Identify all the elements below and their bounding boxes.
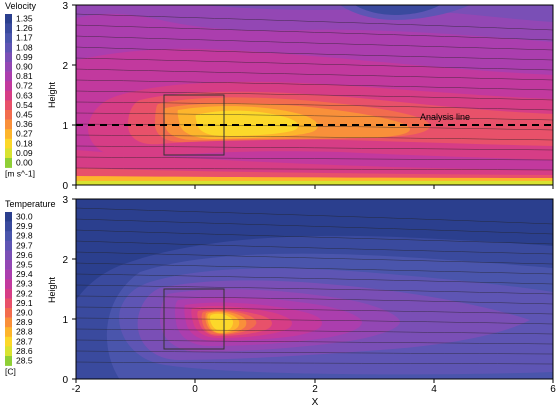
temperature-colorbar-tick: 28.5	[16, 356, 33, 366]
temperature-colorbar-swatch	[5, 231, 12, 242]
temperature-colorbar-tick: 28.7	[16, 336, 33, 346]
velocity-colorbar-tick: 1.08	[16, 42, 33, 52]
temperature-y-axis: 0 1 2 3	[62, 195, 76, 386]
velocity-colorbar-swatch	[5, 138, 12, 149]
temperature-ytick-3: 3	[62, 195, 68, 206]
temperature-colorbar-tick: 29.2	[16, 288, 33, 298]
velocity-colorbar-tick: 0.63	[16, 90, 33, 100]
velocity-y-axis: 0 1 2 3	[62, 1, 76, 192]
velocity-colorbar-swatch	[5, 100, 12, 111]
velocity-colorbar-tick: 0.54	[16, 100, 33, 110]
temperature-object-box	[163, 288, 225, 350]
velocity-colorbar-tick: 0.90	[16, 62, 33, 72]
velocity-colorbar-swatch	[5, 158, 12, 168]
temperature-colorbar-swatch	[5, 240, 12, 251]
temperature-colorbar-tick: 29.6	[16, 250, 33, 260]
velocity-ytick-0: 0	[62, 181, 68, 192]
temperature-colorbar-tick: 29.0	[16, 308, 33, 318]
velocity-colorbar-tick: 0.36	[16, 119, 33, 129]
velocity-colorbar-tick: 1.35	[16, 14, 33, 24]
temperature-colorbar-swatch	[5, 260, 12, 270]
velocity-colorbar-swatch	[5, 110, 12, 120]
xtick-1: 0	[192, 384, 198, 395]
temperature-ytick-2: 2	[62, 255, 68, 266]
temperature-colorbar-swatch	[5, 298, 12, 309]
velocity-colorbar-tick: 0.45	[16, 110, 33, 120]
temperature-colorbar-swatch	[5, 269, 12, 280]
velocity-colorbar: Velocity 1.351.261.171.080.990.900.810.72…	[5, 1, 37, 179]
temperature-colorbar: Temperature30.029.929.829.729.629.529.42…	[5, 199, 56, 377]
xtick-0: -2	[72, 384, 81, 395]
velocity-colorbar-swatch	[5, 148, 12, 159]
xtick-2: 2	[312, 384, 318, 395]
xtick-3: 4	[431, 384, 437, 395]
velocity-ytick-1: 1	[62, 121, 68, 132]
velocity-colorbar-swatch	[5, 14, 12, 24]
velocity-colorbar-tick: 0.81	[16, 71, 33, 81]
temperature-colorbar-swatch	[5, 221, 12, 232]
velocity-colorbar-title: Velocity	[5, 1, 37, 11]
velocity-colorbar-swatch	[5, 71, 12, 82]
temperature-colorbar-swatch	[5, 346, 12, 357]
temperature-colorbar-swatch	[5, 250, 12, 261]
velocity-y-label: Height	[47, 81, 57, 108]
temperature-colorbar-swatch	[5, 336, 12, 347]
velocity-colorbar-tick: 0.18	[16, 138, 33, 148]
temperature-x-axis: -2 0 2 4 6	[72, 379, 556, 395]
velocity-colorbar-swatch	[5, 90, 12, 101]
velocity-colorbar-tick: 0.09	[16, 148, 33, 158]
temperature-colorbar-swatch	[5, 308, 12, 318]
velocity-colorbar-tick: 0.27	[16, 129, 33, 139]
velocity-colorbar-tick: 0.00	[16, 158, 33, 168]
temperature-colorbar-tick: 29.4	[16, 269, 33, 279]
temperature-colorbar-tick: 29.3	[16, 279, 33, 289]
temperature-colorbar-tick: 29.1	[16, 298, 33, 308]
velocity-colorbar-swatch	[5, 52, 12, 63]
temperature-colorbar-tick: 29.9	[16, 221, 33, 231]
temperature-y-label: Height	[47, 276, 57, 303]
velocity-field	[76, 5, 553, 185]
velocity-colorbar-tick: 0.72	[16, 81, 33, 91]
velocity-colorbar-swatch	[5, 42, 12, 53]
velocity-ytick-3: 3	[62, 1, 68, 12]
velocity-ytick-2: 2	[62, 61, 68, 72]
temperature-field	[76, 199, 553, 379]
temperature-colorbar-swatch	[5, 212, 12, 222]
temperature-colorbar-swatch	[5, 356, 12, 366]
temperature-colorbar-tick: 28.6	[16, 346, 33, 356]
velocity-colorbar-tick: 1.17	[16, 33, 33, 43]
temperature-colorbar-unit: [C]	[5, 367, 16, 377]
temperature-colorbar-swatch	[5, 327, 12, 338]
velocity-colorbar-tick: 0.99	[16, 52, 33, 62]
temperature-colorbar-swatch	[5, 288, 12, 299]
temperature-colorbar-title: Temperature	[5, 199, 56, 209]
temperature-ytick-0: 0	[62, 375, 68, 386]
velocity-colorbar-tick: 1.26	[16, 23, 33, 33]
temperature-ytick-1: 1	[62, 315, 68, 326]
velocity-colorbar-swatch	[5, 23, 12, 34]
velocity-colorbar-swatch	[5, 33, 12, 44]
temperature-colorbar-tick: 29.7	[16, 240, 33, 250]
xtick-4: 6	[550, 384, 556, 395]
temperature-colorbar-tick: 30.0	[16, 212, 33, 222]
temperature-colorbar-tick: 28.8	[16, 327, 33, 337]
temperature-panel: 0 1 2 3 Height -2 0 2 4 6 X	[47, 195, 556, 408]
velocity-colorbar-swatch	[5, 119, 12, 130]
x-axis-label: X	[312, 397, 319, 408]
velocity-colorbar-swatch	[5, 62, 12, 72]
temperature-colorbar-tick: 28.9	[16, 317, 33, 327]
velocity-colorbar-swatch	[5, 81, 12, 92]
temperature-colorbar-tick: 29.8	[16, 231, 33, 241]
analysis-line-label: Analysis line	[420, 112, 470, 122]
velocity-colorbar-unit: [m s^-1]	[5, 169, 35, 179]
temperature-colorbar-swatch	[5, 279, 12, 290]
velocity-panel: Analysis line 0 1 2 3 Height	[47, 1, 554, 192]
temperature-colorbar-tick: 29.5	[16, 260, 33, 270]
velocity-colorbar-swatch	[5, 129, 12, 140]
velocity-x-ticks	[75, 185, 554, 189]
temperature-colorbar-swatch	[5, 317, 12, 328]
